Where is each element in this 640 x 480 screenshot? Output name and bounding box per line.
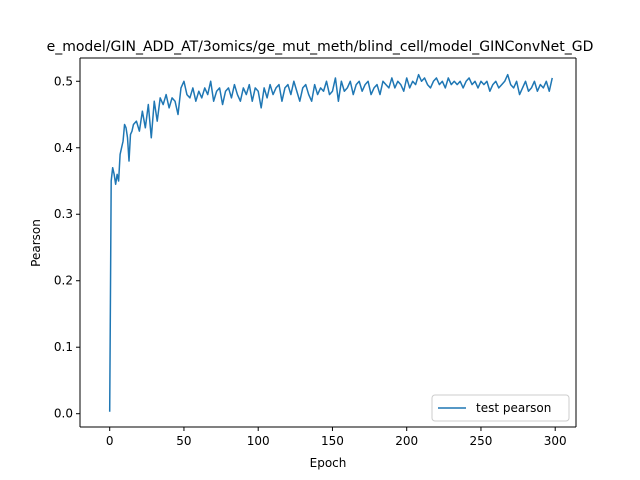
series-layer <box>108 73 553 412</box>
x-axis-ticks: 0 50 100 150 200 250 300 <box>106 427 567 448</box>
y-tick-label: 0.0 <box>54 407 73 421</box>
x-tick-label: 0 <box>106 434 114 448</box>
plot-area <box>79 57 577 428</box>
y-tick-label: 0.4 <box>54 141 73 155</box>
y-tick-label: 0.2 <box>54 274 73 288</box>
x-axis-label: Epoch <box>310 456 347 470</box>
y-tick-label: 0.5 <box>54 74 73 88</box>
x-tick-label: 300 <box>544 434 567 448</box>
legend-label-test-pearson: test pearson <box>476 401 551 415</box>
plot-background <box>80 58 576 427</box>
series-line-test-pearson <box>108 73 553 412</box>
y-tick-label: 0.3 <box>54 207 73 221</box>
x-tick-label: 100 <box>247 434 270 448</box>
y-axis-label: Pearson <box>29 219 43 267</box>
x-tick-label: 150 <box>321 434 344 448</box>
legend: test pearson <box>431 394 570 422</box>
legend-box <box>431 394 570 422</box>
y-axis-ticks: 0.0 0.1 0.2 0.3 0.4 0.5 <box>54 74 80 421</box>
chart-title: e_model/GIN_ADD_AT/3omics/ge_mut_meth/bl… <box>47 39 594 55</box>
axes-frame <box>79 57 577 428</box>
x-tick-label: 200 <box>395 434 418 448</box>
x-tick-label: 250 <box>470 434 493 448</box>
x-tick-label: 50 <box>176 434 191 448</box>
y-tick-label: 0.1 <box>54 340 73 354</box>
